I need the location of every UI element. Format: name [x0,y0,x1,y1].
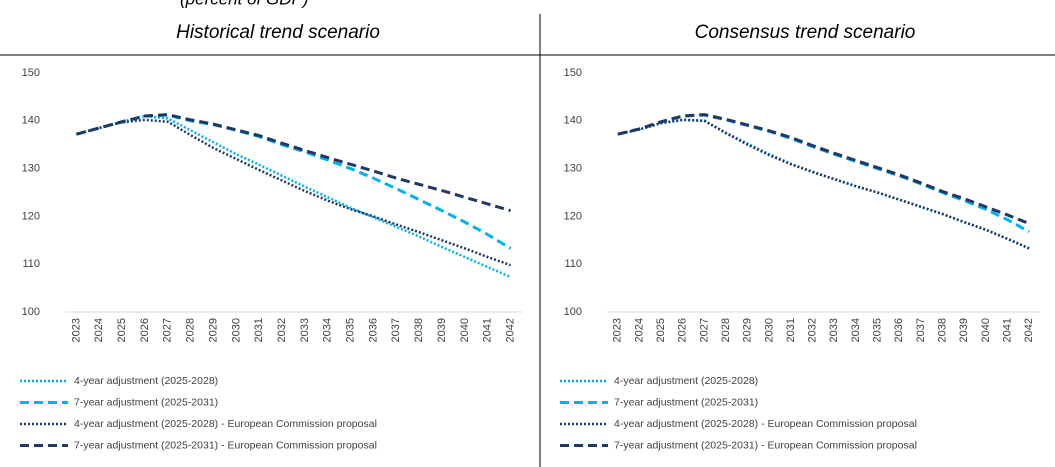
series-line [617,118,1030,250]
x-tick-label: 2041 [1001,318,1013,342]
legend-label: 4-year adjustment (2025-2028) [74,375,218,387]
x-tick-label: 2033 [299,318,311,342]
x-tick-label: 2031 [785,318,797,342]
legend-label: 7-year adjustment (2025-2031) - European… [614,439,917,451]
y-tick-label: 130 [564,163,582,175]
y-tick-label: 110 [22,258,40,270]
y-tick-label: 120 [22,210,40,222]
x-tick-label: 2034 [850,318,862,342]
x-tick-label: 2038 [413,318,425,342]
x-tick-label: 2039 [958,318,970,342]
legend-label: 7-year adjustment (2025-2031) [614,396,758,408]
x-tick-label: 2029 [207,318,219,342]
x-tick-label: 2032 [276,318,288,342]
x-tick-label: 2024 [633,318,645,342]
x-tick-label: 2023 [612,318,624,342]
x-tick-label: 2024 [93,318,105,342]
y-tick-label: 150 [564,67,582,79]
legend-label: 7-year adjustment (2025-2031) - European… [74,439,377,451]
x-tick-label: 2025 [116,318,128,342]
x-tick-label: 2035 [345,318,357,342]
legend-label: 7-year adjustment (2025-2031) [74,396,218,408]
x-tick-label: 2033 [828,318,840,342]
x-tick-label: 2025 [655,318,667,342]
series-line [76,114,512,279]
x-tick-label: 2030 [230,318,242,342]
legend-label: 4-year adjustment (2025-2028) [614,375,758,387]
y-tick-label: 150 [22,67,40,79]
x-tick-label: 2028 [720,318,732,342]
y-tick-label: 120 [564,210,582,222]
series-line [617,113,1030,234]
x-tick-label: 2032 [807,318,819,342]
x-tick-label: 2034 [322,318,334,342]
series-line [617,118,1030,250]
x-tick-label: 2030 [763,318,775,342]
series-line [76,113,511,213]
legend-label: 4-year adjustment (2025-2028) - European… [614,418,917,430]
x-tick-label: 2042 [504,318,516,342]
x-tick-label: 2038 [936,318,948,342]
x-tick-label: 2036 [893,318,905,342]
x-tick-label: 2028 [185,318,197,342]
y-tick-label: 110 [564,258,582,270]
x-tick-label: 2037 [915,318,927,342]
series-line [76,118,511,267]
x-tick-label: 2029 [742,318,754,342]
x-tick-label: 2040 [980,318,992,342]
y-tick-label: 100 [22,306,40,318]
x-tick-label: 2031 [253,318,265,342]
y-tick-label: 130 [22,163,40,175]
x-tick-label: 2042 [1023,318,1035,342]
series-line [617,113,1030,225]
x-tick-label: 2027 [698,318,710,342]
x-tick-label: 2041 [482,318,494,342]
caption: (percent of GDP) [180,0,309,8]
x-tick-label: 2036 [367,318,379,342]
chart-title: Historical trend scenario [176,22,380,43]
y-tick-label: 140 [564,115,582,127]
x-tick-label: 2026 [139,318,151,342]
x-tick-label: 2035 [872,318,884,342]
x-tick-label: 2023 [70,318,82,342]
x-tick-label: 2026 [677,318,689,342]
x-tick-label: 2037 [390,318,402,342]
x-tick-label: 2040 [459,318,471,342]
y-tick-label: 140 [22,115,40,127]
y-tick-label: 100 [564,306,582,318]
chart-title: Consensus trend scenario [695,22,916,43]
series-line [76,113,512,250]
x-tick-label: 2039 [436,318,448,342]
legend-label: 4-year adjustment (2025-2028) - European… [74,418,377,430]
x-tick-label: 2027 [162,318,174,342]
